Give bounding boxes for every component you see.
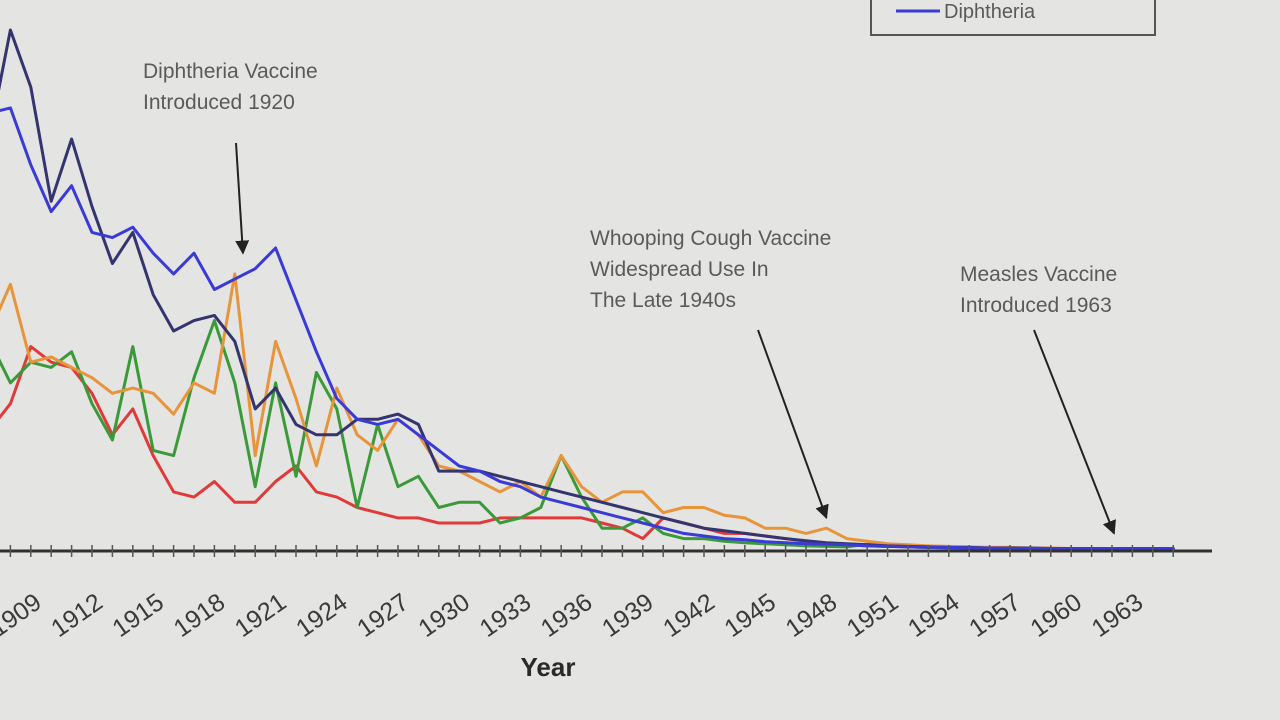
x-tick-label: 1951 xyxy=(842,588,904,643)
x-tick-label: 1960 xyxy=(1025,588,1087,643)
x-tick-label: 1933 xyxy=(475,588,537,643)
x-tick-label: 1927 xyxy=(352,588,414,643)
x-axis-title: Year xyxy=(521,652,576,682)
annotation-text: Widespread Use In xyxy=(590,258,769,281)
x-tick-label: 1936 xyxy=(536,588,598,643)
annotation-1: Diphtheria Vaccine Introduced 1920 xyxy=(143,60,318,255)
annotation-arrow xyxy=(235,142,250,255)
annotation-text: Introduced 1920 xyxy=(143,91,295,114)
annotation-text: Measles Vaccine xyxy=(960,263,1117,286)
legend: Diphtheria xyxy=(870,0,1156,36)
x-tick-label: 1918 xyxy=(169,588,231,643)
x-tick-label: 1963 xyxy=(1087,588,1149,643)
annotation-text: Whooping Cough Vaccine xyxy=(590,227,831,250)
x-tick-label: 1945 xyxy=(719,588,781,643)
annotation-arrow xyxy=(757,329,829,520)
annotation-arrow xyxy=(1033,329,1116,535)
x-tick-label: 1939 xyxy=(597,588,659,643)
x-axis: 1909 1912 1915 1918 1921 1924 1927 1930 1933 1936… xyxy=(0,545,1212,643)
series-line-4 xyxy=(0,319,1175,550)
x-axis-ticks: 1909 1912 1915 1918 1921 1924 1927 1930 1933 1936… xyxy=(0,545,1174,643)
x-tick-label: 1909 xyxy=(0,588,47,643)
x-tick-label: 1948 xyxy=(781,588,843,643)
x-tick-label: 1924 xyxy=(291,588,353,643)
x-tick-label: 1915 xyxy=(107,588,169,643)
legend-box xyxy=(870,0,1156,36)
x-tick-label: 1957 xyxy=(964,588,1026,643)
annotation-text: Diphtheria Vaccine xyxy=(143,60,318,83)
x-tick-label: 1942 xyxy=(658,588,720,643)
annotation-2: Whooping Cough Vaccine Widespread Use In T… xyxy=(590,227,831,520)
legend-label-diphtheria: Diphtheria xyxy=(944,1,1036,23)
series-layer xyxy=(0,28,1175,550)
annotations: Diphtheria Vaccine Introduced 1920 Whoopin… xyxy=(143,60,1117,535)
series-line-2 xyxy=(0,106,1175,550)
annotation-text: Introduced 1963 xyxy=(960,294,1112,317)
x-tick-label: 1912 xyxy=(46,588,108,643)
x-tick-label: 1921 xyxy=(230,588,292,643)
annotation-3: Measles Vaccine Introduced 1963 xyxy=(960,263,1117,535)
x-tick-label: 1930 xyxy=(413,588,475,643)
annotation-text: The Late 1940s xyxy=(590,289,736,312)
x-tick-label: 1954 xyxy=(903,588,965,643)
